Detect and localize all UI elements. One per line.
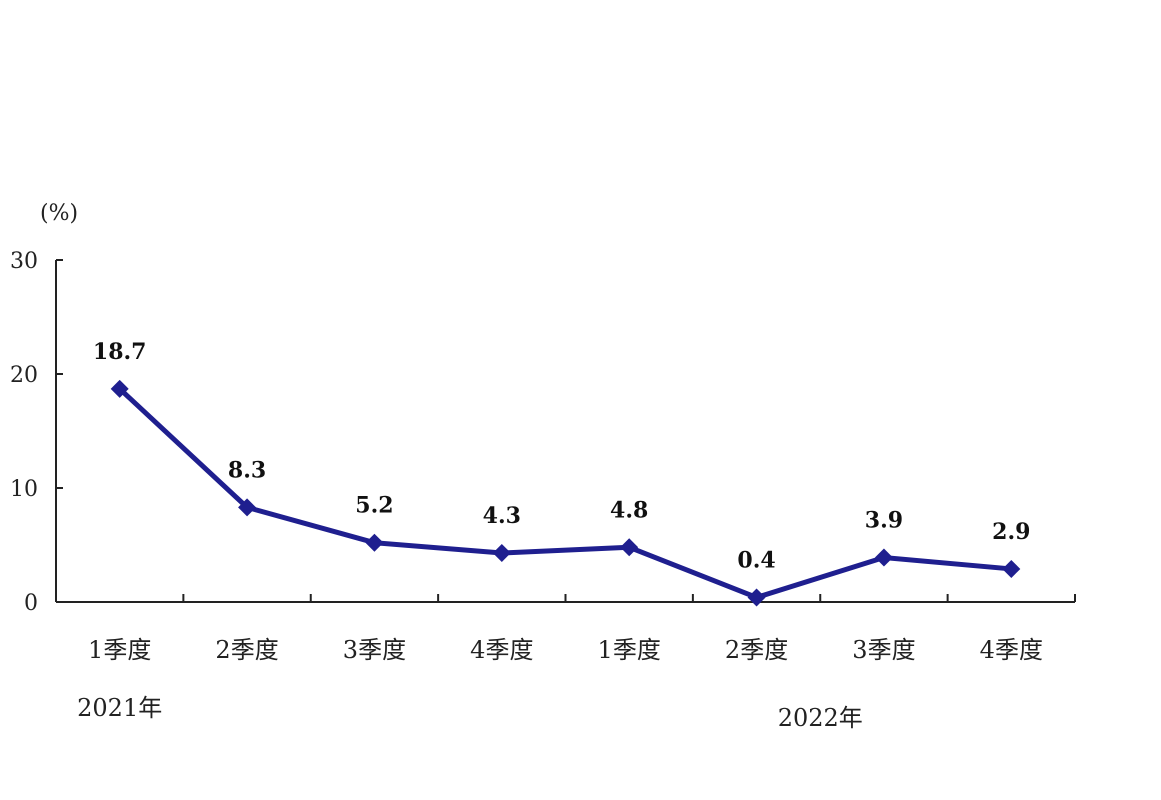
data-label: 2.9 <box>992 519 1030 545</box>
data-point <box>365 533 384 552</box>
data-point <box>110 379 129 398</box>
series-group <box>110 379 1021 607</box>
data-point <box>620 538 639 557</box>
x-category-label: 3季度 <box>852 636 915 664</box>
x-axis-ticks <box>182 594 1076 602</box>
data-label: 4.8 <box>610 497 648 523</box>
data-labels-group: 18.7 8.3 5.2 4.3 4.8 0.4 3.9 2.9 <box>93 339 1031 574</box>
group-labels-group: 2021年 2022年 <box>77 694 863 732</box>
y-axis-unit-label: (%) <box>40 201 78 226</box>
data-point <box>747 588 766 607</box>
group-label-2022: 2022年 <box>778 704 863 732</box>
data-label: 4.3 <box>483 503 521 529</box>
y-axis-ticks: 0 10 20 30 <box>10 249 63 616</box>
data-point <box>492 543 511 562</box>
x-category-label: 4季度 <box>470 636 533 664</box>
data-label: 8.3 <box>228 457 266 483</box>
data-label: 3.9 <box>865 508 903 534</box>
data-point <box>238 498 257 517</box>
y-tick-label: 20 <box>10 363 38 388</box>
data-point <box>874 548 893 567</box>
category-labels-group: 1季度 2季度 3季度 4季度 1季度 2季度 3季度 4季度 <box>88 636 1043 664</box>
group-label-2021: 2021年 <box>77 694 162 722</box>
data-label: 18.7 <box>93 339 147 365</box>
y-tick-label: 0 <box>24 591 38 616</box>
y-tick-label: 10 <box>10 477 38 502</box>
data-label: 5.2 <box>355 493 393 519</box>
x-category-label: 1季度 <box>88 636 151 664</box>
data-label: 0.4 <box>737 547 775 573</box>
x-category-label: 2季度 <box>725 636 788 664</box>
x-category-label: 2季度 <box>215 636 278 664</box>
data-point <box>1002 559 1021 578</box>
x-category-label: 4季度 <box>980 636 1043 664</box>
x-category-label: 3季度 <box>343 636 406 664</box>
series-line <box>117 386 1012 600</box>
y-tick-label: 30 <box>10 249 38 274</box>
x-category-label: 1季度 <box>598 636 661 664</box>
